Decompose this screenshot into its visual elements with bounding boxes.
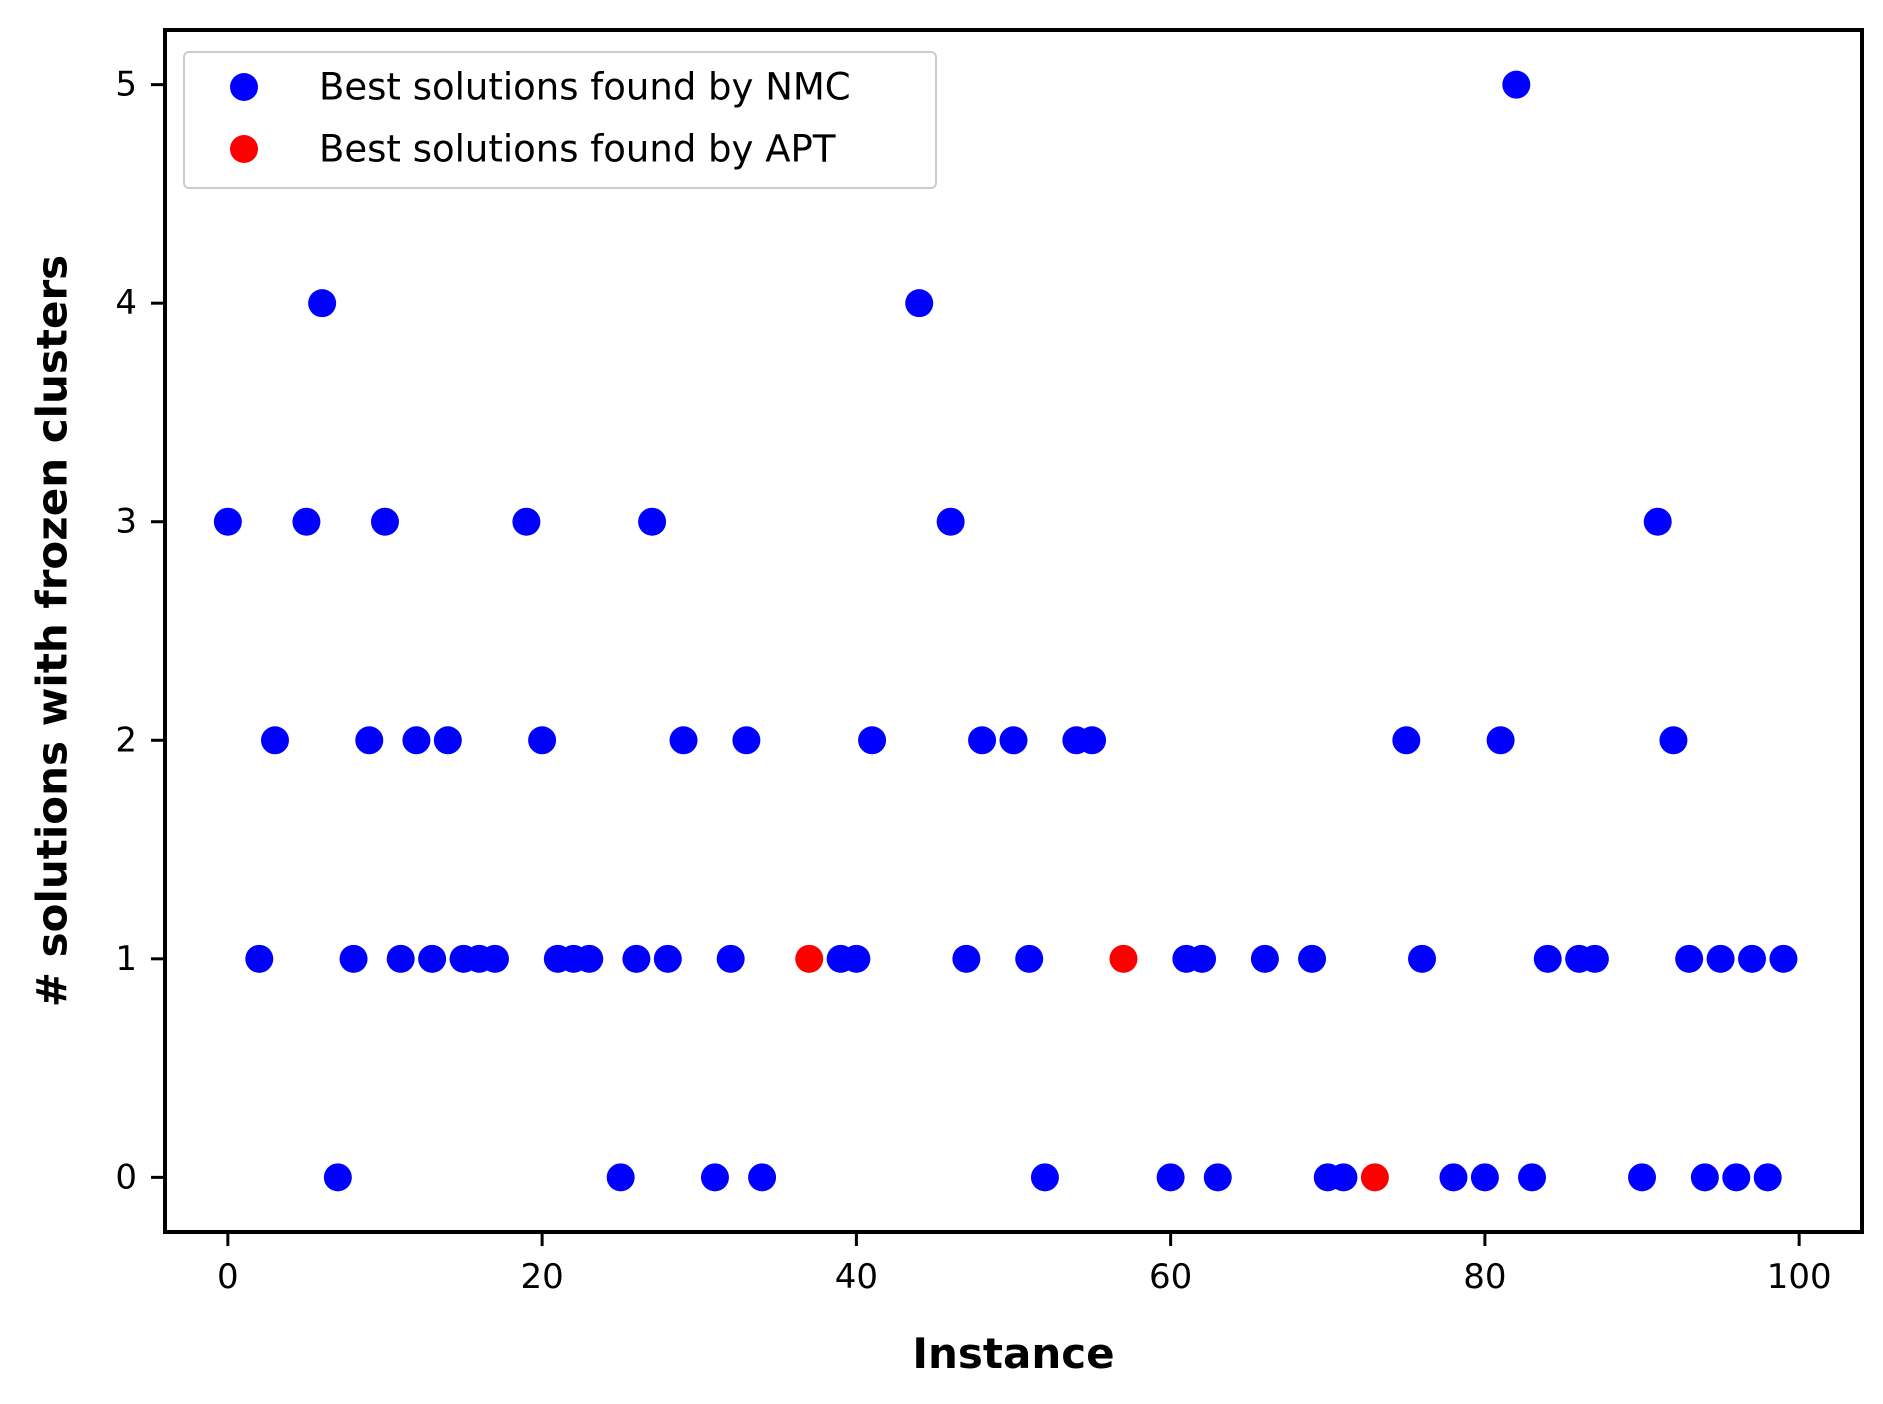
data-point-nmc <box>323 1163 352 1192</box>
data-point-nmc <box>1392 726 1421 755</box>
data-point-nmc <box>370 507 399 536</box>
data-point-nmc <box>528 726 557 755</box>
data-point-nmc <box>936 507 965 536</box>
data-point-apt <box>1109 944 1138 973</box>
legend-marker-nmc <box>230 73 258 101</box>
data-point-nmc <box>1690 1163 1719 1192</box>
data-point-apt <box>795 944 824 973</box>
data-point-nmc <box>433 726 462 755</box>
data-point-nmc <box>1659 726 1688 755</box>
y-tick-label: 2 <box>115 720 137 760</box>
data-point-nmc <box>732 726 761 755</box>
data-point-nmc <box>842 944 871 973</box>
data-point-nmc <box>1250 944 1279 973</box>
x-tick-label: 60 <box>1149 1257 1192 1297</box>
data-point-apt <box>1360 1163 1389 1192</box>
data-point-nmc <box>575 944 604 973</box>
data-point-nmc <box>748 1163 777 1192</box>
data-point-nmc <box>606 1163 635 1192</box>
legend-marker-apt <box>230 135 258 163</box>
y-tick-label: 5 <box>115 65 137 105</box>
data-point-nmc <box>1518 1163 1547 1192</box>
data-point-nmc <box>245 944 274 973</box>
data-point-nmc <box>418 944 447 973</box>
data-point-nmc <box>1706 944 1735 973</box>
legend-box <box>183 51 937 189</box>
x-tick-label: 80 <box>1463 1257 1506 1297</box>
data-point-nmc <box>999 726 1028 755</box>
data-point-nmc <box>1156 1163 1185 1192</box>
data-points <box>213 70 1798 1192</box>
data-point-nmc <box>1580 944 1609 973</box>
legend: Best solutions found by NMC Best solutio… <box>183 51 937 189</box>
data-point-nmc <box>339 944 368 973</box>
data-point-nmc <box>386 944 415 973</box>
x-axis-title: Instance <box>912 1329 1114 1378</box>
data-point-nmc <box>905 289 934 318</box>
data-point-nmc <box>1329 1163 1358 1192</box>
data-point-nmc <box>260 726 289 755</box>
data-point-nmc <box>1533 944 1562 973</box>
data-point-nmc <box>622 944 651 973</box>
data-point-nmc <box>1502 70 1531 99</box>
data-point-nmc <box>1030 1163 1059 1192</box>
data-point-nmc <box>1439 1163 1468 1192</box>
data-point-nmc <box>858 726 887 755</box>
data-point-nmc <box>700 1163 729 1192</box>
data-point-nmc <box>512 507 541 536</box>
data-point-nmc <box>1738 944 1767 973</box>
data-point-nmc <box>1722 1163 1751 1192</box>
data-point-nmc <box>1769 944 1798 973</box>
data-point-nmc <box>402 726 431 755</box>
data-point-nmc <box>213 507 242 536</box>
data-point-nmc <box>292 507 321 536</box>
plot-frame <box>163 28 1864 1234</box>
data-point-nmc <box>638 507 667 536</box>
data-point-nmc <box>716 944 745 973</box>
axis-ticks: 0 20 40 60 80 100 0 1 2 3 4 5 <box>115 65 1831 1297</box>
data-point-nmc <box>952 944 981 973</box>
x-tick-label: 0 <box>217 1257 239 1297</box>
x-tick-label: 20 <box>520 1257 563 1297</box>
y-tick-label: 4 <box>115 283 137 323</box>
data-point-nmc <box>480 944 509 973</box>
data-point-nmc <box>1643 507 1672 536</box>
data-point-nmc <box>308 289 337 318</box>
data-point-nmc <box>1753 1163 1782 1192</box>
data-point-nmc <box>968 726 997 755</box>
x-tick-label: 100 <box>1767 1257 1832 1297</box>
x-tick-label: 40 <box>835 1257 878 1297</box>
data-point-nmc <box>1486 726 1515 755</box>
data-point-nmc <box>1470 1163 1499 1192</box>
legend-label-nmc: Best solutions found by NMC <box>319 66 851 109</box>
data-point-nmc <box>1408 944 1437 973</box>
data-point-nmc <box>1298 944 1327 973</box>
legend-label-apt: Best solutions found by APT <box>319 128 836 171</box>
data-point-nmc <box>1628 1163 1657 1192</box>
data-point-nmc <box>355 726 384 755</box>
data-point-nmc <box>1675 944 1704 973</box>
data-point-nmc <box>1015 944 1044 973</box>
data-point-nmc <box>653 944 682 973</box>
y-axis-title: # solutions with frozen clusters <box>28 255 77 1007</box>
y-tick-label: 0 <box>115 1157 137 1197</box>
data-point-nmc <box>669 726 698 755</box>
y-tick-label: 3 <box>115 502 137 542</box>
data-point-nmc <box>1203 1163 1232 1192</box>
data-point-nmc <box>1078 726 1107 755</box>
data-point-nmc <box>1188 944 1217 973</box>
y-tick-label: 1 <box>115 939 137 979</box>
